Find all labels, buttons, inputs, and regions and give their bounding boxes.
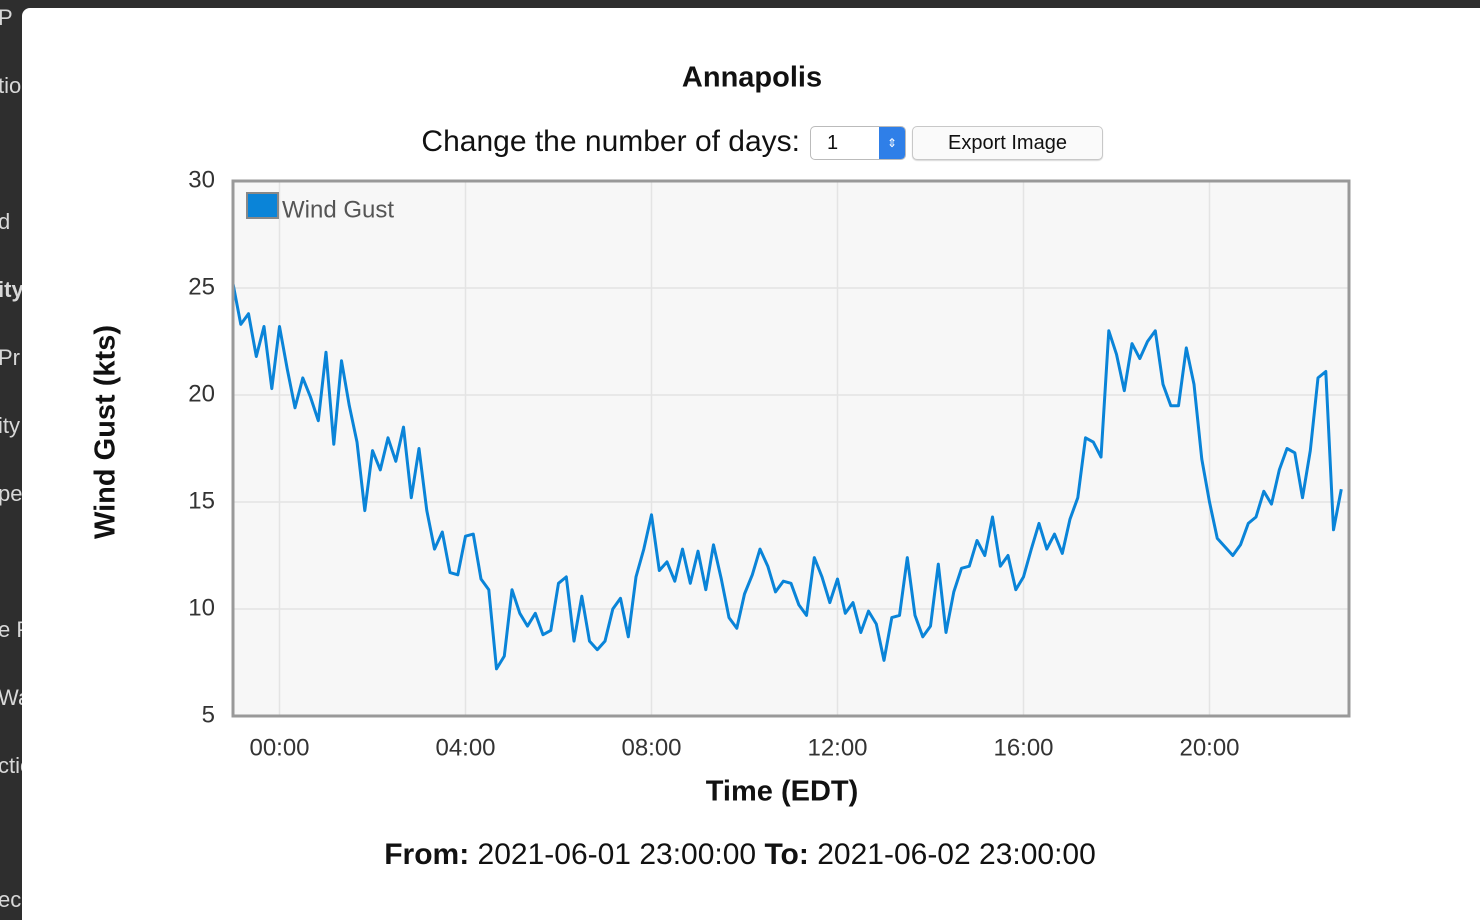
days-value: 1 [827,131,839,154]
x-tick-label: 04:00 [435,734,495,761]
x-tick-label: 08:00 [621,734,681,761]
y-tick-label: 30 [188,166,215,193]
legend-swatch [246,192,279,219]
data-line [231,283,1343,671]
y-tick-label: 20 [188,380,215,407]
background-text: Pr [0,345,20,370]
to-label: To: [764,838,809,871]
y-tick-label: 5 [202,701,215,728]
background-text: P [0,5,13,30]
from-date: 2021-06-01 23:00:00 [477,838,757,871]
days-select[interactable]: 1 ⇕ [810,126,906,160]
y-tick-label: 25 [188,273,215,300]
x-axis-label: Time (EDT) [706,776,859,808]
legend-label: Wind Gust [282,196,394,223]
background-text: ec [0,887,22,912]
background-text: ity [0,277,24,302]
y-axis-label: Wind Gust (kts) [90,325,122,539]
x-tick-label: 16:00 [993,734,1053,761]
background-text: pe [0,481,23,506]
date-range: From: 2021-06-01 23:00:00 To: 2021-06-02… [0,838,1480,872]
y-tick-label: 10 [188,594,215,621]
x-tick-label: 12:00 [807,734,867,761]
x-tick-label: 20:00 [1179,734,1239,761]
export-button[interactable]: Export Image [912,126,1103,160]
export-label: Export Image [948,131,1067,154]
y-tick-label: 15 [188,487,215,514]
select-arrows: ⇕ [879,127,905,159]
days-label: Change the number of days: [421,125,800,158]
background-text: tio [0,73,22,98]
chart-title: Annapolis [682,62,822,94]
plot-area [233,181,1349,716]
x-tick-label: 00:00 [249,734,309,761]
background-text: d [0,209,11,234]
plot-border [231,179,1351,718]
to-date: 2021-06-02 23:00:00 [817,838,1096,871]
background-text: ity [0,413,20,438]
from-label: From: [384,838,470,871]
